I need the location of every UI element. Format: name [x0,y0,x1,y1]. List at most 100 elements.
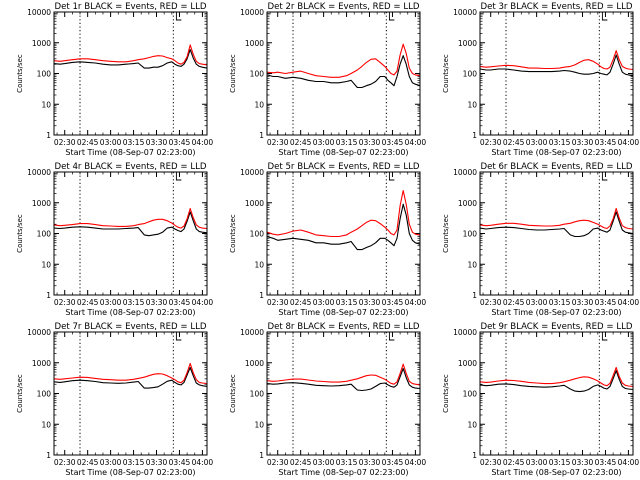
x-tick-label: 02:45 [77,138,99,147]
x-tick-label: 03:30 [359,298,381,307]
y-tick-label: 1 [472,291,477,300]
x-tick-label: 03:15 [549,458,571,467]
series-lld-line [266,363,421,386]
x-tick-label: 02:30 [267,138,289,147]
top-corner-marker [175,172,182,181]
x-tick-label: 02:30 [480,298,502,307]
x-tick-label: 03:15 [336,138,358,147]
top-corner-marker [388,332,395,341]
y-tick-label: 10000 [27,8,51,17]
x-tick-label: 03:15 [549,138,571,147]
panel-title: Det 4r BLACK = Events, RED = LLD [54,162,206,172]
x-axis-label: Start Time (08-Sep-07 02:23:00) [278,468,408,477]
x-tick-label: 03:00 [100,138,122,147]
plot-frame [53,171,208,296]
y-tick-label: 1 [46,451,51,460]
x-tick-label: 03:00 [526,138,548,147]
y-axis-label: Counts/sec [16,374,24,413]
y-tick-label: 10 [41,420,51,429]
x-tick-label: 03:30 [146,138,168,147]
top-corner-marker [388,12,395,21]
y-tick-label: 1000 [32,39,51,48]
x-tick-label: 03:45 [595,298,617,307]
series-lld-line [266,189,421,238]
series-lld-line [53,207,208,230]
y-tick-label: 1000 [458,199,477,208]
y-tick-label: 1 [46,131,51,140]
series-events-line [53,211,208,237]
panel-title: Det 6r BLACK = Events, RED = LLD [480,162,632,172]
x-tick-label: 02:45 [503,458,525,467]
detector-panel-9: Det 9r BLACK = Events, RED = LLD Counts/s… [442,322,639,477]
panel-title: Det 2r BLACK = Events, RED = LLD [267,2,419,12]
x-tick-label: 03:45 [169,138,191,147]
panel-title: Det 3r BLACK = Events, RED = LLD [480,2,632,12]
panel-title: Det 1r BLACK = Events, RED = LLD [54,2,206,12]
x-tick-label: 03:15 [123,298,145,307]
x-tick-label: 03:45 [169,458,191,467]
x-tick-label: 02:45 [290,298,312,307]
y-tick-label: 10 [467,260,477,269]
x-tick-label: 02:45 [290,138,312,147]
series-events-line [479,211,634,238]
detector-panel-5: Det 5r BLACK = Events, RED = LLD Counts/s… [229,162,426,317]
y-axis-label: Counts/sec [229,54,237,93]
x-tick-label: 03:45 [595,138,617,147]
detector-panel-8: Det 8r BLACK = Events, RED = LLD Counts/s… [229,322,426,477]
x-tick-label: 04:00 [192,138,214,147]
series-lld-line [479,207,634,230]
panel-title: Det 5r BLACK = Events, RED = LLD [267,162,419,172]
x-tick-label: 03:45 [382,458,404,467]
x-tick-label: 03:45 [382,298,404,307]
x-axis-label: Start Time (08-Sep-07 02:23:00) [491,308,621,317]
detector-panel-4: Det 4r BLACK = Events, RED = LLD Counts/s… [16,162,213,317]
series-events-line [266,203,421,251]
x-tick-label: 02:30 [267,458,289,467]
y-tick-label: 100 [37,70,52,79]
x-tick-label: 03:45 [595,458,617,467]
y-axis-label: Counts/sec [442,374,450,413]
x-tick-label: 04:00 [618,458,640,467]
y-tick-label: 10 [41,260,51,269]
y-tick-label: 100 [250,390,265,399]
plot-frame [479,11,634,136]
series-events-line [266,55,421,89]
y-tick-label: 10000 [27,328,51,337]
x-tick-label: 02:30 [54,298,76,307]
y-tick-label: 1 [46,291,51,300]
x-tick-label: 02:45 [77,298,99,307]
y-tick-label: 10 [467,100,477,109]
x-axis-label: Start Time (08-Sep-07 02:23:00) [491,148,621,157]
y-tick-label: 10000 [240,168,264,177]
x-tick-label: 04:00 [192,458,214,467]
y-tick-label: 10000 [27,168,51,177]
detector-panel-1: Det 1r BLACK = Events, RED = LLD Counts/s… [16,2,213,157]
x-tick-label: 02:30 [480,458,502,467]
panel-title: Det 7r BLACK = Events, RED = LLD [54,322,206,332]
series-events-line [479,54,634,77]
y-tick-label: 10 [254,100,264,109]
x-axis-label: Start Time (08-Sep-07 02:23:00) [65,148,195,157]
series-events-line [266,367,421,392]
panel-title: Det 9r BLACK = Events, RED = LLD [480,322,632,332]
top-corner-marker [175,332,182,341]
y-tick-label: 100 [37,230,52,239]
x-tick-label: 03:00 [100,298,122,307]
y-tick-label: 100 [463,230,478,239]
y-tick-label: 10000 [453,168,477,177]
x-axis-label: Start Time (08-Sep-07 02:23:00) [278,308,408,317]
x-tick-label: 02:45 [290,458,312,467]
y-tick-label: 100 [463,390,478,399]
series-events-line [53,366,208,389]
y-tick-label: 100 [250,230,265,239]
x-tick-label: 04:00 [405,298,427,307]
y-tick-label: 10000 [453,8,477,17]
x-tick-label: 04:00 [618,138,640,147]
top-corner-marker [601,12,608,21]
x-tick-label: 03:00 [526,458,548,467]
detector-panel-7: Det 7r BLACK = Events, RED = LLD Counts/s… [16,322,213,477]
y-tick-label: 1 [472,451,477,460]
x-tick-label: 03:30 [146,458,168,467]
x-axis-label: Start Time (08-Sep-07 02:23:00) [65,468,195,477]
y-tick-label: 1000 [32,199,51,208]
